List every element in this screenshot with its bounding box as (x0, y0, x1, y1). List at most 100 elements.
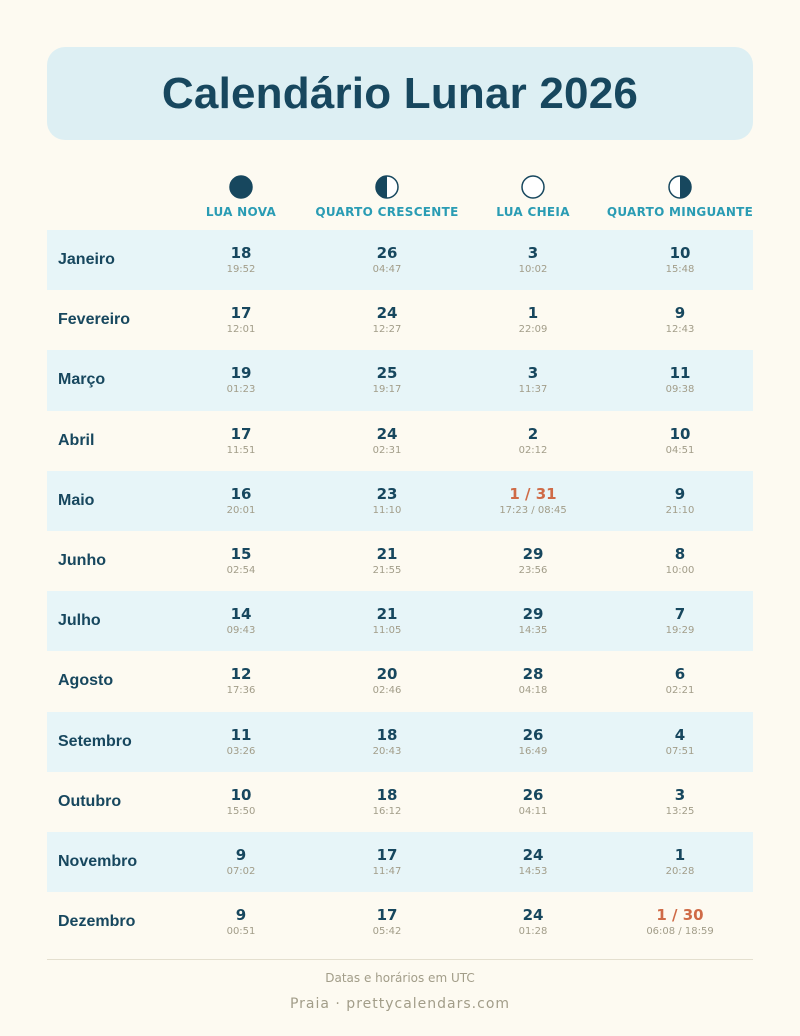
phase-day: 21 (376, 544, 398, 563)
phase-day: 9 (674, 304, 686, 323)
phase-cell: 9 00:51 (166, 906, 316, 938)
phase-cell: 4 07:51 (605, 726, 755, 758)
phase-cell: 15 02:54 (166, 545, 316, 577)
phase-header-full-moon: LUA CHEIA (458, 175, 608, 219)
table-row: Abril 17 11:51 24 02:31 2 02:12 10 04:51 (47, 411, 753, 471)
phase-day: 14 (230, 605, 252, 624)
phase-cell: 3 10:02 (458, 244, 608, 276)
phase-cell: 1 / 30 06:08 / 18:59 (605, 906, 755, 938)
phase-time: 11:10 (372, 504, 402, 516)
phase-time: 16:12 (372, 805, 402, 817)
phase-time: 10:00 (665, 564, 695, 576)
month-name: Maio (58, 491, 95, 509)
phase-header: LUA NOVA QUARTO CRESCENTE LUA CHEIA QUAR… (47, 175, 753, 225)
phase-day: 9 (674, 484, 686, 503)
phase-cell: 26 04:47 (312, 244, 462, 276)
phase-day: 4 (674, 725, 686, 744)
phase-cell: 20 02:46 (312, 665, 462, 697)
table-row: Outubro 10 15:50 18 16:12 26 04:11 3 13:25 (47, 772, 753, 832)
phase-day: 1 (674, 845, 686, 864)
phase-day: 26 (522, 785, 544, 804)
phase-time: 15:50 (226, 805, 256, 817)
phase-cell: 17 11:51 (166, 425, 316, 457)
phase-cell: 2 02:12 (458, 425, 608, 457)
phase-cell: 19 01:23 (166, 364, 316, 396)
table-row: Agosto 12 17:36 20 02:46 28 04:18 6 02:21 (47, 651, 753, 711)
phase-cell: 7 19:29 (605, 605, 755, 637)
phase-cell: 24 01:28 (458, 906, 608, 938)
month-name: Novembro (58, 852, 138, 870)
phase-day: 8 (674, 544, 686, 563)
phase-time: 19:52 (226, 264, 256, 275)
table-row: Junho 15 02:54 21 21:55 29 23:56 8 10:00 (47, 531, 753, 591)
phase-day: 1 / 31 (509, 484, 557, 503)
phase-day: 20 (376, 665, 398, 684)
phase-day: 3 (674, 785, 686, 804)
phase-cell: 10 15:50 (166, 786, 316, 818)
phase-day: 23 (376, 484, 398, 503)
calendar-table: Janeiro 18 19:52 26 04:47 3 10:02 10 15:48 Fevere… (47, 230, 753, 952)
phase-day: 24 (376, 424, 398, 443)
month-name: Agosto (58, 672, 114, 690)
phase-time: 10:02 (518, 264, 548, 275)
phase-time: 02:31 (372, 444, 402, 456)
phase-day: 15 (230, 544, 252, 563)
phase-day: 21 (376, 605, 398, 624)
phase-day: 28 (522, 665, 544, 684)
phase-time: 11:47 (372, 865, 402, 877)
phase-day: 29 (522, 544, 544, 563)
timezone-note: Datas e horários em UTC (325, 971, 475, 985)
phase-day: 24 (376, 304, 398, 323)
phase-time: 09:43 (226, 625, 256, 637)
phase-time: 04:47 (372, 264, 402, 275)
footer-divider (47, 959, 753, 960)
month-name: Junho (58, 551, 106, 569)
phase-time: 14:53 (518, 865, 548, 877)
phase-time: 21:55 (372, 564, 402, 576)
phase-header-first-quarter: QUARTO CRESCENTE (312, 175, 462, 219)
phase-cell: 14 09:43 (166, 605, 316, 637)
phase-day: 17 (230, 304, 252, 323)
phase-day: 18 (376, 785, 398, 804)
phase-cell: 11 09:38 (605, 364, 755, 396)
phase-cell: 24 12:27 (312, 304, 462, 336)
phase-time: 21:10 (665, 504, 695, 516)
full-moon-icon (521, 175, 545, 199)
phase-day: 26 (376, 244, 398, 262)
phase-cell: 25 19:17 (312, 364, 462, 396)
phase-day: 3 (527, 244, 539, 262)
phase-cell: 1 22:09 (458, 304, 608, 336)
phase-time: 22:09 (518, 324, 548, 336)
phase-time: 12:43 (665, 324, 695, 336)
phase-day: 17 (376, 906, 398, 925)
first-quarter-moon-icon (375, 175, 399, 199)
phase-time: 04:11 (518, 805, 548, 817)
phase-time: 00:51 (226, 926, 256, 938)
phase-cell: 3 11:37 (458, 364, 608, 396)
table-row: Novembro 9 07:02 17 11:47 24 14:53 1 20:28 (47, 831, 753, 893)
phase-cell: 8 10:00 (605, 545, 755, 577)
phase-time: 11:05 (372, 625, 402, 637)
phase-cell: 12 17:36 (166, 665, 316, 697)
phase-time: 23:56 (518, 564, 548, 576)
phase-cell: 29 23:56 (458, 545, 608, 577)
phase-cell: 17 11:47 (312, 846, 462, 878)
table-row: Julho 14 09:43 21 11:05 29 14:35 7 19:29 (47, 591, 755, 652)
phase-day: 10 (230, 785, 252, 804)
phase-day: 3 (527, 364, 539, 383)
phase-time: 16:49 (518, 745, 548, 757)
phase-time: 01:28 (518, 926, 548, 938)
phase-day: 9 (235, 845, 247, 864)
phase-day: 26 (522, 725, 544, 744)
phase-cell: 21 11:05 (312, 605, 462, 637)
phase-time: 11:51 (226, 444, 256, 456)
phase-header-last-quarter: QUARTO MINGUANTE (605, 175, 755, 219)
table-row: Janeiro 18 19:52 26 04:47 3 10:02 10 15:48 (47, 230, 753, 291)
phase-cell: 9 21:10 (605, 485, 755, 517)
month-name: Setembro (58, 732, 132, 750)
phase-time: 19:29 (665, 625, 695, 637)
phase-day: 6 (674, 665, 686, 684)
phase-cell: 9 12:43 (605, 304, 755, 336)
phase-time: 05:42 (372, 926, 402, 938)
new-moon-icon (229, 175, 253, 199)
